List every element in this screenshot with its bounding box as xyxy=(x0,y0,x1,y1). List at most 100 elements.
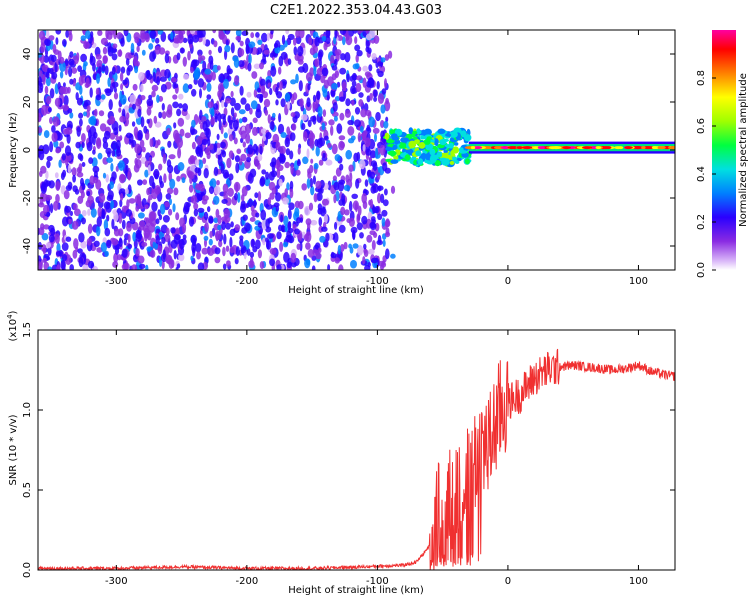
heatmap-cell xyxy=(199,88,202,99)
heatmap-cell xyxy=(140,116,145,128)
heatmap-cell xyxy=(90,31,94,38)
heatmap-cell xyxy=(312,94,317,103)
heatmap-cell xyxy=(275,86,279,96)
heatmap-cell xyxy=(225,245,230,252)
heatmap-cell xyxy=(218,73,226,84)
heatmap-cell xyxy=(246,91,252,98)
heatmap-cell xyxy=(65,154,72,162)
heatmap-cell xyxy=(125,188,129,195)
heatmap-cell xyxy=(364,137,371,148)
heatmap-cell xyxy=(347,119,354,126)
heatmap-cell xyxy=(304,205,311,216)
heatmap-cell xyxy=(197,262,205,270)
heatmap-cell xyxy=(85,199,92,208)
heatmap-cell xyxy=(354,107,361,115)
heatmap-cell xyxy=(279,145,287,155)
heatmap-cell xyxy=(43,130,50,139)
heatmap-cell xyxy=(168,208,173,216)
heatmap-cell xyxy=(276,231,282,240)
heatmap-cell xyxy=(132,231,137,242)
heatmap-cell xyxy=(151,201,158,212)
heatmap-cell xyxy=(46,30,50,39)
heatmap-cell xyxy=(314,58,320,68)
heatmap-cell xyxy=(127,170,132,180)
heatmap-cell xyxy=(146,98,154,107)
heatmap-cell xyxy=(371,257,378,264)
heatmap-cell xyxy=(338,264,344,270)
heatmap-cell xyxy=(373,96,377,102)
heatmap-cell xyxy=(137,255,145,264)
heatmap-cell xyxy=(128,198,136,204)
heatmap-cell xyxy=(226,157,232,169)
heatmap-cell xyxy=(259,261,265,270)
heatmap-cell xyxy=(170,239,178,249)
heatmap-cell xyxy=(377,70,384,78)
heatmap-cell xyxy=(286,182,290,191)
heatmap-cell xyxy=(255,108,262,119)
heatmap-cell xyxy=(262,237,266,246)
heatmap-cell xyxy=(280,51,288,60)
heatmap-cell xyxy=(319,235,326,243)
heatmap-cell xyxy=(126,222,132,232)
heatmap-cell xyxy=(235,246,240,257)
heatmap-cell xyxy=(46,211,51,218)
heatmap-cell xyxy=(89,125,97,137)
colorbar-tick-label: 0.0 xyxy=(696,262,707,278)
heatmap-cell xyxy=(148,211,156,222)
heatmap-cell xyxy=(112,261,119,268)
heatmap-cell xyxy=(164,53,170,64)
heatmap-cell xyxy=(118,160,125,172)
heatmap-cell xyxy=(275,192,282,202)
heatmap-cell xyxy=(159,203,166,215)
heatmap-cell xyxy=(223,190,228,202)
heatmap-cell xyxy=(182,73,190,80)
y-tick-label: 0 xyxy=(22,147,33,153)
heatmap-cell xyxy=(445,133,452,137)
heatmap-cell xyxy=(234,155,240,163)
heatmap-cell xyxy=(322,109,327,117)
heatmap-cell xyxy=(312,175,316,185)
heatmap-cell xyxy=(202,60,207,72)
heatmap-cell xyxy=(285,148,290,156)
heatmap-cell xyxy=(247,144,254,155)
snr-y-label: SNR (10 * v/v) xyxy=(8,414,19,485)
heatmap-cell xyxy=(84,82,90,89)
heatmap-cell xyxy=(46,160,51,169)
heatmap-cell xyxy=(235,183,239,194)
heatmap-cell xyxy=(200,55,206,61)
heatmap-cell xyxy=(119,173,126,184)
heatmap-cell xyxy=(306,97,311,108)
heatmap-cell xyxy=(177,162,185,171)
y-tick-label: 1.0 xyxy=(22,402,33,418)
heatmap-cell xyxy=(605,146,612,150)
heatmap-cell xyxy=(77,195,84,204)
heatmap-cell xyxy=(100,94,106,100)
heatmap-cell xyxy=(80,53,87,63)
heatmap-cell xyxy=(408,127,414,135)
heatmap-cell xyxy=(191,242,197,254)
heatmap-cell xyxy=(373,89,378,98)
heatmap-cell xyxy=(55,193,60,204)
heatmap-cell xyxy=(140,83,144,93)
heatmap-cell xyxy=(187,50,191,61)
heatmap-cell xyxy=(217,46,223,54)
heatmap-cell xyxy=(104,227,111,237)
heatmap-cell xyxy=(111,238,119,246)
heatmap-cell xyxy=(119,135,123,141)
heatmap-cell xyxy=(110,200,114,210)
heatmap-cell xyxy=(133,55,138,67)
heatmap-cell xyxy=(86,238,92,246)
heatmap-cell xyxy=(377,192,382,204)
heatmap-cell xyxy=(168,198,172,206)
heatmap-cell xyxy=(143,125,148,134)
heatmap-cell xyxy=(209,60,214,71)
heatmap-cell xyxy=(366,124,371,132)
heatmap-cell xyxy=(423,139,431,145)
heatmap-cell xyxy=(368,64,373,72)
heatmap-cell xyxy=(334,96,341,102)
heatmap-cell xyxy=(369,198,374,209)
heatmap-cell xyxy=(136,193,141,203)
heatmap-cell xyxy=(68,218,72,225)
heatmap-cell xyxy=(43,55,50,63)
